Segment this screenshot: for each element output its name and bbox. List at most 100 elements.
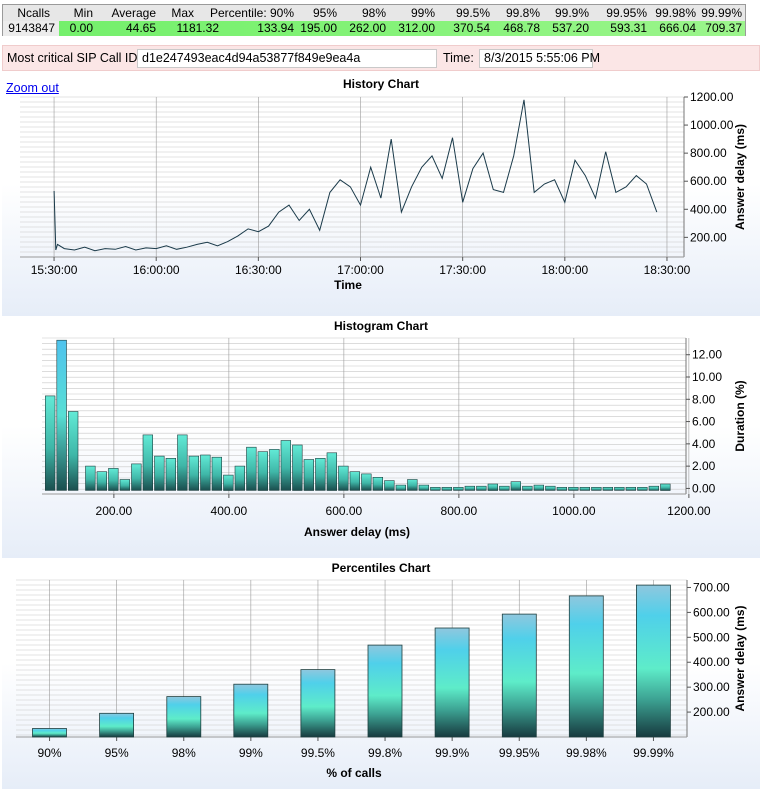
histogram-bar — [591, 487, 602, 491]
percentiles-x-tick-label: 90% — [38, 746, 62, 760]
critical-sip-call-bar: Most critical SIP Call ID: d1e247493eac4… — [2, 45, 760, 71]
zoom-out-link[interactable]: Zoom out — [6, 81, 59, 95]
percentiles-bar — [434, 627, 470, 738]
histogram-y-tick-label: 8.00 — [692, 392, 716, 406]
stat-value-2: 44.65 — [125, 21, 156, 35]
history-x-tick-label: 18:00:00 — [541, 263, 588, 277]
histogram-bar — [246, 446, 257, 491]
percentiles-x-tick-label: 99.99% — [633, 746, 674, 760]
percentiles-bar — [300, 669, 336, 738]
stat-header-4: Percentile: 90% — [209, 6, 294, 20]
stat-value-0: 9143847 — [8, 21, 55, 35]
histogram-y-tick-label: 0.00 — [692, 481, 716, 495]
sip-call-id-field[interactable]: d1e247493eac4d94a53877f849e9ea4a — [137, 49, 437, 68]
histogram-bar — [269, 449, 280, 491]
percentiles-x-tick-label: 99.8% — [368, 746, 402, 760]
stat-header-13: 99.99% — [701, 6, 742, 20]
histogram-bar — [315, 458, 326, 491]
percentiles-x-tick-label: 99.98% — [566, 746, 607, 760]
history-series-line — [53, 99, 658, 252]
histogram-bar — [476, 485, 487, 491]
stat-value-5: 195.00 — [300, 21, 337, 35]
stat-header-3: Max — [171, 6, 194, 20]
time-label: Time: — [443, 51, 474, 65]
history-y-tick-label: 400.00 — [690, 202, 727, 216]
histogram-bar — [96, 471, 107, 491]
histogram-bar — [545, 485, 556, 491]
percentiles-x-tick-label: 98% — [172, 746, 196, 760]
histogram-bar — [625, 487, 636, 491]
percentiles-bar — [568, 595, 604, 738]
percentiles-y-tick-label: 600.00 — [693, 605, 730, 619]
percentiles-bar — [32, 728, 67, 738]
histogram-bar — [44, 395, 56, 491]
histogram-bar — [568, 487, 579, 491]
time-field[interactable]: 8/3/2015 5:55:06 PM — [479, 49, 600, 68]
histogram-bar — [464, 485, 475, 491]
percentiles-chart[interactable]: Percentiles Chart 200.00 300.00 400.00 500.0… — [2, 560, 760, 789]
histogram-bar — [487, 483, 498, 491]
histogram-bar — [660, 483, 671, 491]
stat-header-12: 99.98% — [655, 6, 696, 20]
percentiles-x-tick-label: 99.5% — [301, 746, 335, 760]
histogram-bar — [614, 487, 625, 491]
stat-value-13: 709.37 — [705, 21, 742, 35]
histogram-bar — [188, 455, 199, 491]
percentiles-x-tick-label: 99% — [239, 746, 263, 760]
history-y-tick-label: 800.00 — [690, 146, 727, 160]
stat-header-8: 99.5% — [455, 6, 490, 20]
stat-value-1: 0.00 — [69, 21, 93, 35]
histogram-bar — [602, 487, 613, 491]
histogram-y-tick-label: 6.00 — [692, 415, 716, 429]
histogram-bar — [395, 484, 406, 491]
histogram-y-tick-label: 4.00 — [692, 437, 716, 451]
percentiles-y-tick-label: 500.00 — [693, 630, 730, 644]
history-chart-panel[interactable]: History Chart 200.00 400.00 600.00 800.00 100… — [2, 76, 760, 316]
history-x-tick-label: 16:30:00 — [235, 263, 282, 277]
histogram-bar — [108, 468, 119, 491]
histogram-bar — [361, 473, 372, 491]
histogram-bar — [637, 487, 648, 491]
histogram-bar — [85, 465, 96, 491]
history-y-axis-label: Answer delay (ms) — [733, 124, 747, 230]
histogram-x-tick-label: 800.00 — [441, 504, 478, 518]
percentiles-chart-panel[interactable]: Percentiles Chart 200.00 300.00 400.00 500.0… — [2, 560, 760, 789]
stat-value-10: 537.20 — [552, 21, 589, 35]
histogram-bar — [407, 479, 418, 491]
stat-value-4: 133.94 — [257, 21, 294, 35]
histogram-x-tick-label: 200.00 — [96, 504, 133, 518]
stat-value-12: 666.04 — [659, 21, 696, 35]
histogram-bar — [556, 487, 567, 491]
histogram-bar — [326, 452, 337, 491]
history-y-tick-label: 1000.00 — [690, 118, 734, 132]
percentiles-bar — [233, 683, 269, 738]
statistics-values-row — [3, 21, 745, 36]
history-chart[interactable]: History Chart 200.00 400.00 600.00 800.00 100… — [2, 76, 760, 316]
stat-header-6: 98% — [361, 6, 386, 20]
histogram-bar — [142, 434, 153, 491]
histogram-chart-title: Histogram Chart — [334, 319, 428, 333]
percentiles-x-axis-label: % of calls — [326, 766, 382, 780]
history-chart-title: History Chart — [343, 77, 419, 91]
histogram-y-tick-label: 2.00 — [692, 459, 716, 473]
histogram-x-tick-label: 1000.00 — [552, 504, 596, 518]
histogram-bar — [349, 471, 360, 491]
sip-call-id-label: Most critical SIP Call ID: — [7, 51, 141, 65]
histogram-bar — [257, 451, 268, 491]
stat-value-6: 262.00 — [349, 21, 386, 35]
histogram-chart[interactable]: Histogram Chart 0.00 2.00 4.00 6.00 8.00 10.00… — [2, 318, 760, 558]
stat-value-9: 468.78 — [503, 21, 540, 35]
histogram-bar — [177, 434, 188, 491]
histogram-y-tick-label: 10.00 — [692, 370, 722, 384]
histogram-bar — [165, 458, 176, 491]
history-x-tick-label: 16:00:00 — [133, 263, 180, 277]
histogram-bar — [223, 474, 234, 491]
history-grid — [20, 96, 684, 258]
history-y-tick-label: 600.00 — [690, 174, 727, 188]
percentiles-x-tick-label: 95% — [105, 746, 129, 760]
histogram-chart-panel[interactable]: Histogram Chart 0.00 2.00 4.00 6.00 8.00 10.00… — [2, 318, 760, 558]
histogram-bar — [154, 455, 165, 491]
percentiles-x-tick-label: 99.95% — [499, 746, 540, 760]
histogram-bar — [56, 339, 67, 491]
statistics-table: Ncalls Min Average Max Percentile: 90% 95% 98%… — [2, 4, 746, 36]
